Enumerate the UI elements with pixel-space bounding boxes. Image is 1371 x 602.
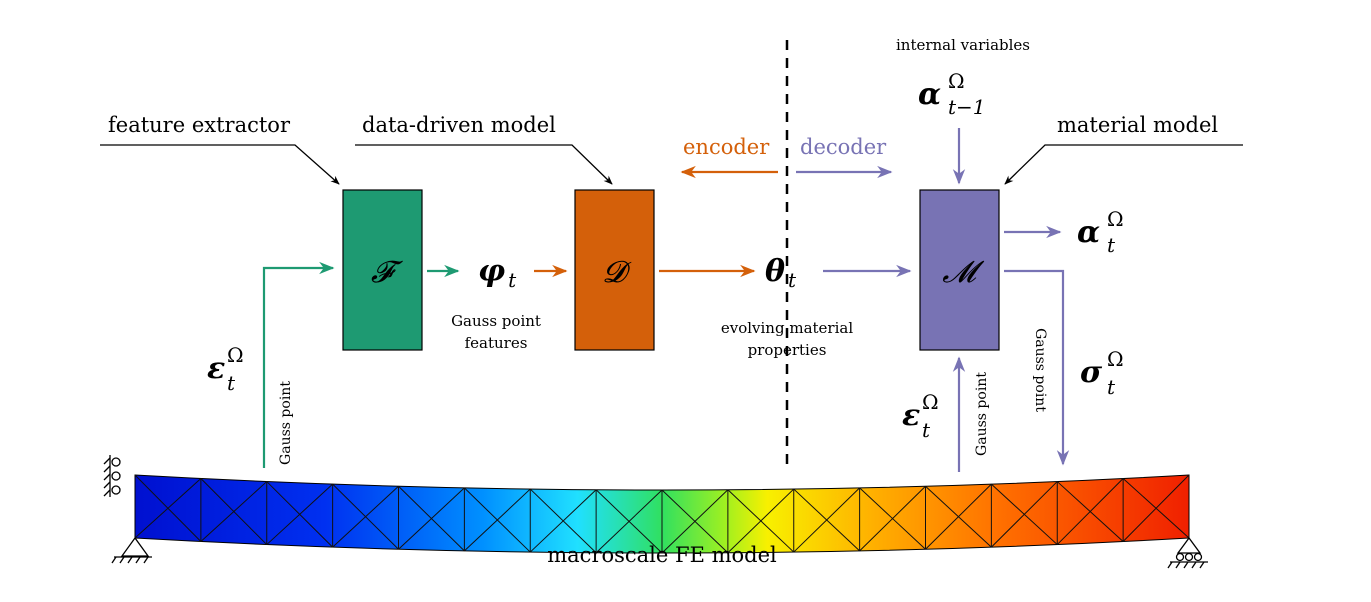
mesh-diagonal [200, 481, 268, 542]
gauss-point-right-input: Gauss point [974, 372, 990, 456]
mesh-diagonal [1056, 478, 1124, 545]
feature-extractor-label: feature extractor [108, 113, 291, 137]
sigma-sup: Ω [1107, 347, 1124, 371]
material-model-leader [1004, 144, 1243, 185]
left-support [103, 455, 152, 564]
mesh-diagonal [991, 481, 1058, 548]
macroscale-label: macroscale FE model [547, 543, 777, 567]
mesh-diagonal [398, 487, 465, 550]
evolving-properties-line1: evolving material [721, 319, 853, 337]
mesh-diagonal [859, 485, 926, 552]
encoder-label: encoder [683, 135, 770, 159]
mesh-diagonal [595, 489, 663, 554]
feature-extractor-leader [100, 144, 340, 185]
mesh-diagonal [464, 488, 531, 552]
data-driven-model-box[interactable] [574, 189, 655, 351]
mesh-diagonal [266, 483, 333, 545]
evolving-properties-line2: properties [748, 341, 827, 359]
gauss-point-features-line2: features [465, 334, 528, 352]
data-driven-model-leader [355, 144, 613, 185]
mesh-diagonal [332, 485, 399, 548]
mesh-diagonal [727, 488, 795, 554]
mesh-diagonal [661, 489, 729, 554]
internal-variables-label: internal variables [896, 36, 1030, 54]
strain-left-symbol: ε [207, 351, 225, 386]
gauss-point-features-line1: Gauss point [451, 312, 541, 330]
strain-input-arrow [262, 261, 335, 468]
alpha-prev-symbol: α [918, 77, 941, 112]
mesh-diagonal [134, 478, 202, 539]
strain-right-sup: Ω [922, 390, 939, 414]
strain-right-sub: t [922, 418, 931, 442]
strain-right-symbol: ε [902, 398, 920, 433]
right-support [1167, 536, 1208, 569]
mesh-diagonal [925, 483, 992, 550]
gauss-point-right-output: Gauss point [1032, 328, 1048, 412]
alpha-prev-sup: Ω [948, 69, 965, 93]
material-model-label: material model [1057, 113, 1218, 137]
mesh-diagonal [793, 487, 860, 553]
fe-mesh-beam [134, 474, 1190, 554]
alpha-symbol: α [1077, 215, 1100, 250]
feature-extractor-box[interactable] [342, 189, 423, 351]
decoder-label: decoder [800, 135, 887, 159]
mesh-diagonal [1122, 474, 1190, 542]
strain-left-sup: Ω [227, 343, 244, 367]
sigma-symbol: σ [1080, 355, 1103, 390]
alpha-prev-sub: t−1 [948, 95, 986, 119]
gauss-point-left: Gauss point [278, 381, 294, 465]
mesh-diagonal [529, 489, 597, 553]
data-driven-model-label: data-driven model [362, 113, 556, 137]
alpha-sup: Ω [1107, 207, 1124, 231]
strain-left-sub: t [227, 371, 236, 395]
sigma-sub: t [1107, 375, 1116, 399]
stress-out-arrow [1004, 269, 1070, 466]
alpha-sub: t [1107, 233, 1116, 257]
material-model-box[interactable] [919, 189, 1000, 351]
